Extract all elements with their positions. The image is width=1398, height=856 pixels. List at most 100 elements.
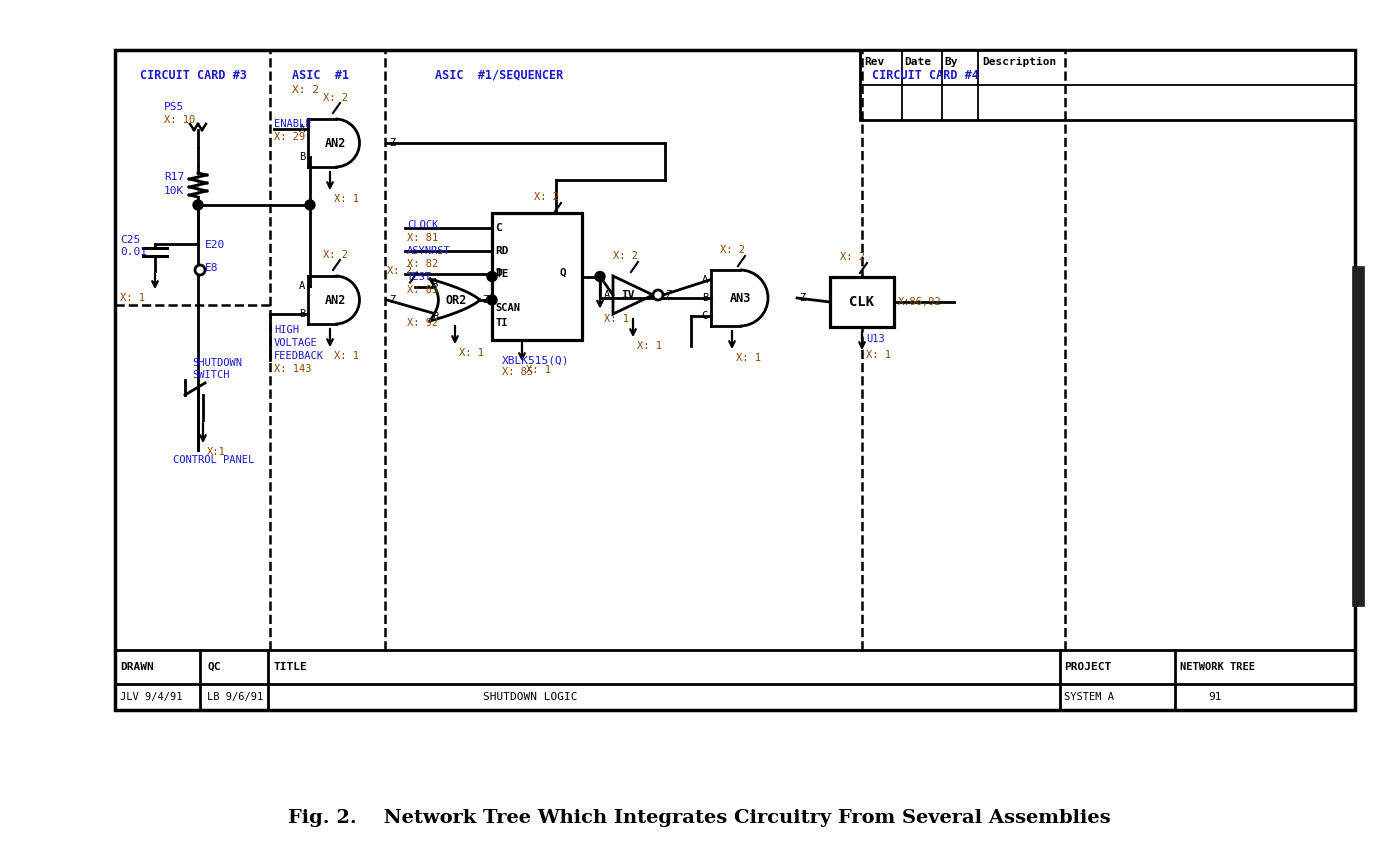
Bar	[830, 277, 893, 327]
Text: Date: Date	[905, 57, 931, 67]
Text: CIRCUIT CARD #3: CIRCUIT CARD #3	[140, 68, 247, 81]
Text: X: 1: X: 1	[120, 293, 145, 303]
Text: TEST: TEST	[407, 272, 432, 282]
Text: C25: C25	[120, 235, 140, 245]
Text: LB 9/6/91: LB 9/6/91	[207, 692, 263, 702]
Text: SYSTEM A: SYSTEM A	[1064, 692, 1114, 702]
Text: X: 1: X: 1	[459, 348, 484, 358]
Text: X: 10: X: 10	[164, 115, 196, 125]
Text: TI: TI	[495, 318, 507, 328]
Text: Z: Z	[800, 293, 805, 303]
Text: CIRCUIT CARD #4: CIRCUIT CARD #4	[872, 68, 979, 81]
Circle shape	[487, 295, 498, 305]
Text: Q: Q	[561, 268, 566, 277]
Text: A: A	[299, 123, 305, 134]
Text: X: 2: X: 2	[323, 93, 348, 103]
Text: XBLK515(Q): XBLK515(Q)	[502, 355, 569, 365]
Text: ASIC  #1/SEQUENCER: ASIC #1/SEQUENCER	[435, 68, 563, 81]
Text: X: 2: X: 2	[840, 252, 865, 262]
Text: CLK: CLK	[850, 295, 875, 309]
Text: Z: Z	[665, 290, 671, 300]
Text: IV: IV	[622, 290, 635, 300]
Circle shape	[596, 271, 605, 282]
Text: NETWORK TREE: NETWORK TREE	[1180, 662, 1255, 672]
Text: X: 1: X: 1	[334, 351, 359, 361]
Text: Z: Z	[389, 295, 396, 305]
Text: X: 1: X: 1	[334, 194, 359, 204]
Text: DRAWN: DRAWN	[120, 662, 154, 672]
Text: ENABLE: ENABLE	[274, 119, 312, 128]
Text: SHUTDOWN LOGIC: SHUTDOWN LOGIC	[482, 692, 577, 702]
Circle shape	[487, 271, 498, 282]
Text: B: B	[299, 152, 305, 163]
Text: X: 1: X: 1	[526, 365, 551, 375]
Text: TITLE: TITLE	[273, 662, 306, 672]
Text: PS5: PS5	[164, 102, 185, 112]
Text: A: A	[702, 275, 707, 284]
Text: X:1: X:1	[207, 447, 225, 457]
Bar	[860, 50, 1355, 120]
Text: X: 2: X: 2	[323, 250, 348, 260]
Text: X: 92: X: 92	[407, 318, 438, 328]
Text: Z: Z	[482, 295, 488, 305]
Text: AN2: AN2	[324, 136, 347, 150]
Text: A: A	[299, 281, 305, 290]
Circle shape	[653, 290, 663, 300]
Text: SHUTDOWN: SHUTDOWN	[192, 358, 242, 368]
Text: X: 143: X: 143	[274, 364, 312, 374]
Text: AN3: AN3	[730, 292, 751, 305]
Text: FEEDBACK: FEEDBACK	[274, 351, 324, 361]
Text: X: 85: X: 85	[502, 367, 533, 377]
Text: By: By	[944, 57, 958, 67]
Polygon shape	[612, 276, 653, 314]
Text: X:86,92: X:86,92	[898, 297, 942, 307]
Text: ASIC  #1: ASIC #1	[292, 68, 350, 81]
Bar	[1352, 266, 1364, 606]
Text: 10K: 10K	[164, 186, 185, 196]
Text: CLOCK: CLOCK	[407, 220, 438, 230]
Text: A: A	[432, 277, 438, 288]
Text: Rev: Rev	[864, 57, 885, 67]
Text: AN2: AN2	[324, 294, 347, 306]
Text: X: 2: X: 2	[534, 192, 559, 202]
Text: X: 81: X: 81	[407, 233, 438, 243]
Text: X: 2: X: 2	[612, 251, 637, 261]
Bar	[492, 213, 582, 340]
Text: SCAN: SCAN	[495, 303, 520, 313]
Text: R17: R17	[164, 172, 185, 182]
Text: B: B	[299, 309, 305, 319]
Text: X: 82: X: 82	[407, 259, 438, 269]
Text: ASYNRST: ASYNRST	[407, 246, 450, 256]
Text: VOLTAGE: VOLTAGE	[274, 338, 317, 348]
Text: C: C	[495, 223, 502, 233]
Text: X: 2: X: 2	[292, 85, 319, 95]
Circle shape	[194, 265, 206, 275]
Text: 91: 91	[1208, 692, 1222, 702]
Text: B: B	[702, 293, 707, 303]
Text: HIGH: HIGH	[274, 325, 299, 335]
Text: QC: QC	[207, 662, 221, 672]
Text: Description: Description	[981, 57, 1057, 67]
Text: Z: Z	[389, 138, 396, 148]
Text: X: 29: X: 29	[274, 132, 305, 141]
Text: Fig. 2.    Network Tree Which Integrates Circuitry From Several Assemblies: Fig. 2. Network Tree Which Integrates Ci…	[288, 809, 1110, 827]
Circle shape	[305, 200, 315, 210]
Text: X: 1: X: 1	[865, 350, 891, 360]
Text: X: 1: X: 1	[735, 353, 761, 363]
Text: OR2: OR2	[446, 294, 467, 306]
Text: RD: RD	[495, 246, 509, 256]
Text: SWITCH: SWITCH	[192, 370, 229, 380]
Text: CONTROL PANEL: CONTROL PANEL	[173, 455, 254, 465]
Text: E8: E8	[206, 263, 218, 273]
Text: X: 1: X: 1	[604, 313, 629, 324]
Text: A: A	[604, 290, 610, 300]
Text: PROJECT: PROJECT	[1064, 662, 1111, 672]
Text: D: D	[495, 268, 502, 277]
Text: E20: E20	[206, 240, 225, 250]
Text: JLV 9/4/91: JLV 9/4/91	[120, 692, 183, 702]
Text: U13: U13	[865, 334, 885, 344]
Text: X: 1: X: 1	[637, 341, 663, 351]
Circle shape	[193, 200, 203, 210]
Text: C: C	[702, 312, 707, 322]
Text: X: 2: X: 2	[720, 245, 745, 255]
